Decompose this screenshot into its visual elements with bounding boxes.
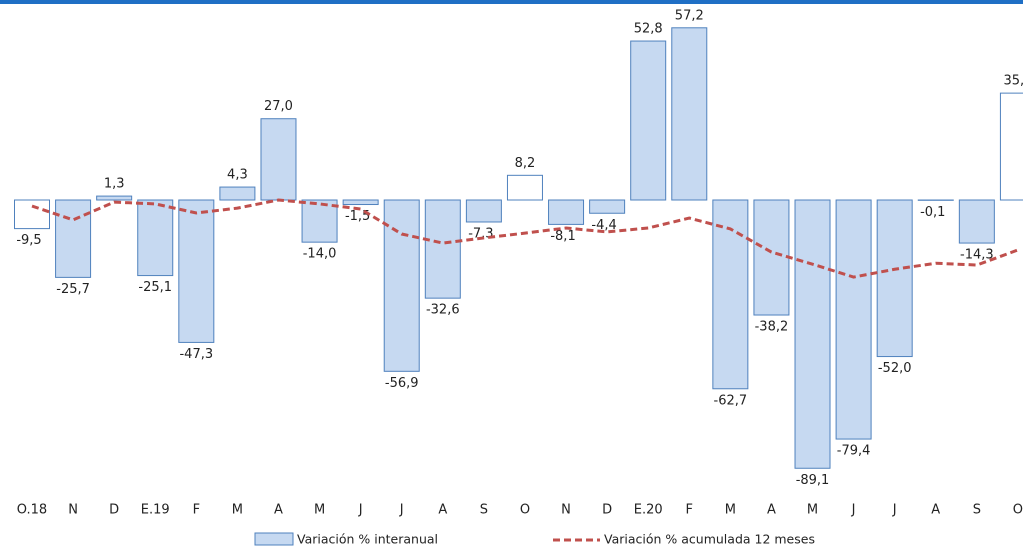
data-label: -7,3 (468, 226, 493, 241)
x-tick-label: M (725, 503, 736, 518)
data-label: 57,2 (675, 8, 704, 23)
x-tick-label: O (520, 503, 530, 518)
data-label: -47,3 (179, 347, 213, 362)
bar (548, 199, 585, 225)
data-label: -0,1 (920, 205, 945, 220)
x-tick-label: O (1013, 503, 1023, 518)
data-label: 8,2 (515, 156, 536, 171)
bar (219, 186, 256, 201)
x-tick-label: J (358, 503, 363, 518)
x-tick-label: J (892, 503, 897, 518)
bar (14, 199, 50, 230)
x-tick-label: F (193, 503, 200, 518)
legend-label: Variación % interanual (297, 532, 438, 547)
data-label: -52,0 (878, 361, 912, 376)
x-tick-label: M (314, 503, 325, 518)
data-label: -8,1 (550, 229, 575, 244)
data-label: 27,0 (264, 99, 293, 114)
bar (383, 199, 420, 372)
bar (876, 199, 913, 358)
bar (630, 40, 667, 201)
bar (301, 199, 338, 243)
top-rule (0, 0, 1023, 4)
bar (999, 92, 1023, 201)
x-tick-label: D (602, 503, 612, 518)
bar (794, 199, 831, 469)
x-tick-label: E.20 (634, 503, 663, 518)
x-tick-label: M (807, 503, 818, 518)
bar (96, 195, 133, 201)
bar (137, 199, 174, 277)
x-tick-label: O.18 (17, 503, 47, 518)
data-label: -14,0 (303, 247, 337, 262)
x-tick-label: M (232, 503, 243, 518)
data-label: -79,4 (837, 444, 871, 459)
data-label: -32,6 (426, 303, 460, 318)
data-label: -4,4 (591, 218, 616, 233)
data-label: -9,5 (16, 233, 41, 248)
x-tick-label: N (68, 503, 78, 518)
data-label: -56,9 (385, 376, 419, 391)
bar (178, 199, 215, 343)
bar (753, 199, 790, 316)
x-tick-label: D (109, 503, 119, 518)
x-tick-label: F (686, 503, 693, 518)
x-tick-label: A (767, 503, 776, 518)
x-tick-label: J (399, 503, 404, 518)
bar (506, 174, 543, 201)
bar (671, 27, 708, 201)
data-label: -38,2 (755, 320, 789, 335)
legend-label: Variación % acumulada 12 meses (604, 532, 815, 547)
bar (260, 118, 297, 201)
bar (424, 199, 461, 299)
x-tick-label: N (561, 503, 571, 518)
bar (958, 199, 995, 244)
data-label: -89,1 (796, 473, 830, 488)
line (31, 198, 1019, 279)
data-label: -25,7 (56, 282, 90, 297)
bar (712, 199, 749, 390)
x-tick-label: J (851, 503, 856, 518)
data-label: 52,8 (634, 22, 663, 37)
data-label: -25,1 (138, 280, 172, 295)
legend-swatch (254, 532, 294, 546)
x-tick-label: A (274, 503, 283, 518)
x-tick-label: A (931, 503, 940, 518)
data-label: 35,5 (1003, 74, 1023, 89)
data-label: -14,3 (960, 248, 994, 263)
bar (589, 199, 626, 214)
x-tick-label: A (438, 503, 447, 518)
data-label: 1,3 (104, 177, 125, 192)
x-tick-label: S (973, 503, 981, 518)
bar (465, 199, 502, 223)
bar (835, 199, 872, 440)
x-tick-label: E.19 (141, 503, 170, 518)
data-label: -62,7 (714, 393, 748, 408)
x-tick-label: S (480, 503, 488, 518)
data-label: 4,3 (227, 168, 248, 183)
bar (342, 199, 379, 206)
bar (55, 199, 92, 278)
